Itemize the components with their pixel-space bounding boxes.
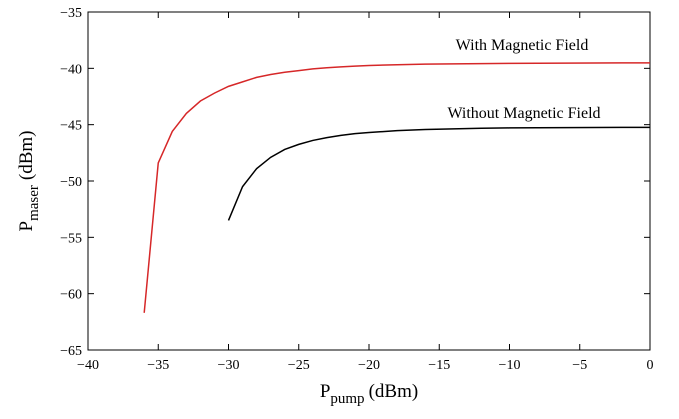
x-axis-label-sub: pump: [330, 391, 364, 407]
x-tick-label: −30: [218, 358, 240, 373]
series-line-without-field: [227, 126, 650, 221]
x-tick-label: −35: [147, 358, 169, 373]
x-tick-label: −20: [358, 358, 380, 373]
series-annotation: With Magnetic Field: [456, 37, 589, 54]
y-axis-label: Pmaser (dBm): [16, 130, 42, 231]
y-tick-label: −55: [60, 231, 82, 246]
tick-group: −40 −35 −30 −25 −20 −15 −10 −5 0−65−60−55−50−45−…: [60, 6, 653, 373]
x-tick-label: 0: [647, 358, 654, 373]
x-axis-label: Ppump (dBm): [320, 381, 418, 407]
y-tick-label: −35: [60, 6, 82, 21]
series-line-with-field: [143, 62, 650, 313]
x-axis-label-main: P: [320, 381, 331, 402]
series-annotation: Without Magnetic Field: [447, 105, 600, 122]
x-tick-label: −15: [428, 358, 450, 373]
y-axis-label-main: P: [16, 221, 37, 232]
series-group: [143, 62, 650, 313]
y-tick-label: −45: [60, 119, 82, 134]
y-tick-label: −40: [60, 62, 82, 77]
x-tick-label: −10: [499, 358, 521, 373]
x-axis-label-unit: (dBm): [369, 381, 419, 402]
y-axis-label-unit: (dBm): [16, 130, 37, 180]
y-axis-label-sub: maser: [26, 185, 42, 221]
y-tick-label: −65: [60, 344, 82, 359]
y-tick-label: −50: [60, 175, 82, 190]
x-tick-label: −25: [288, 358, 310, 373]
x-tick-label: −5: [572, 358, 587, 373]
annotation-group: With Magnetic Field Without Magnetic Fiel…: [447, 37, 600, 122]
y-tick-label: −60: [60, 288, 82, 303]
x-tick-label: −40: [77, 358, 99, 373]
